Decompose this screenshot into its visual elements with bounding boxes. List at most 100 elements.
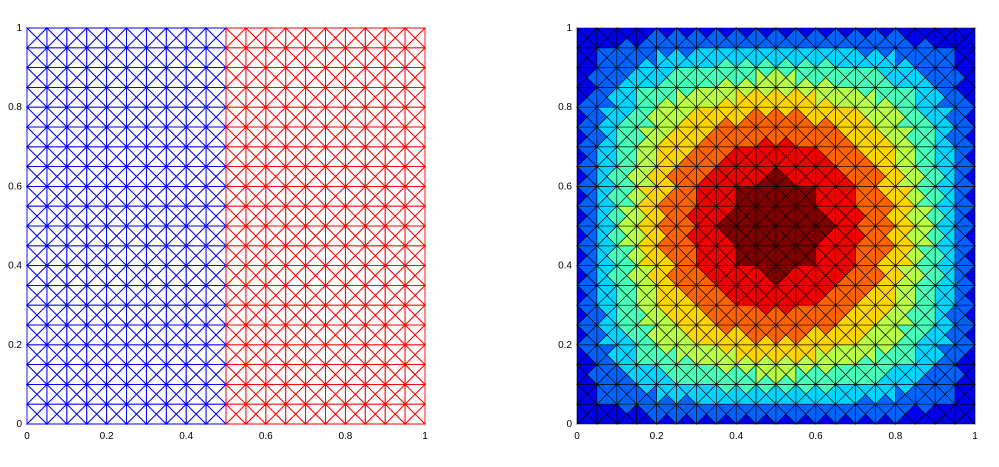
heatmap-triangle: [656, 225, 667, 247]
heatmap-triangle: [696, 66, 707, 89]
heatmap-triangle: [775, 383, 787, 405]
mesh-triangle: [384, 57, 407, 69]
heatmap-triangle: [596, 165, 608, 188]
mesh-triangle: [185, 344, 208, 356]
mesh-triangle: [205, 383, 217, 406]
heatmap-triangle: [596, 185, 608, 207]
mesh-triangle: [305, 46, 317, 69]
mesh-triangle: [364, 96, 387, 108]
mesh-triangle: [334, 224, 346, 247]
heatmap-triangle: [656, 66, 667, 89]
mesh-triangle: [145, 165, 157, 188]
mesh-triangle: [325, 383, 337, 406]
mesh-triangle: [185, 47, 208, 59]
heatmap-triangle: [855, 66, 866, 89]
heatmap-triangle: [835, 126, 847, 148]
mesh-triangle: [205, 96, 228, 108]
mesh-triangle: [76, 205, 88, 228]
heatmap-triangle: [835, 27, 847, 49]
mesh-triangle: [344, 323, 356, 346]
mesh-triangle: [275, 86, 287, 109]
mesh-triangle: [245, 403, 257, 426]
mesh-triangle: [374, 224, 386, 247]
mesh-triangle: [275, 66, 287, 89]
heatmap-triangle: [954, 165, 966, 188]
heatmap-triangle: [735, 383, 747, 405]
mesh-triangle: [185, 136, 208, 148]
mesh-triangle: [244, 136, 267, 148]
mesh-triangle: [26, 205, 38, 228]
mesh-triangle: [175, 165, 187, 188]
mesh-triangle: [215, 125, 227, 148]
mesh-triangle: [354, 383, 366, 406]
mesh-triangle: [205, 57, 228, 69]
x-tick-label: 1: [972, 431, 978, 442]
mesh-triangle: [265, 304, 277, 327]
heatmap-triangle: [895, 363, 906, 386]
heatmap-triangle: [636, 264, 648, 287]
mesh-triangle: [334, 46, 346, 69]
heatmap-triangle: [636, 403, 648, 425]
mesh-triangle: [295, 403, 307, 426]
heatmap-triangle: [696, 324, 707, 346]
mesh-triangle: [364, 116, 387, 128]
mesh-triangle: [205, 383, 228, 395]
heatmap-triangle: [954, 284, 966, 306]
mesh-triangle: [334, 244, 346, 267]
mesh-triangle: [25, 334, 48, 346]
mesh-triangle: [324, 116, 347, 128]
mesh-triangle: [404, 344, 427, 356]
heatmap-triangle: [755, 146, 767, 168]
mesh-triangle: [76, 185, 88, 208]
mesh-triangle: [304, 116, 327, 128]
mesh-triangle: [125, 245, 148, 257]
heatmap-triangle: [676, 383, 687, 405]
heatmap-triangle: [576, 126, 588, 148]
mesh-triangle: [344, 383, 367, 395]
mesh-triangle: [224, 166, 247, 178]
mesh-triangle: [255, 383, 267, 406]
x-tick-label: 1: [422, 431, 428, 442]
mesh-triangle: [165, 255, 188, 267]
mesh-triangle: [264, 106, 287, 118]
mesh-triangle: [304, 344, 327, 356]
mesh-triangle: [394, 26, 406, 49]
heatmap-triangle: [934, 86, 946, 108]
mesh-triangle: [165, 166, 188, 178]
mesh-triangle: [245, 383, 257, 406]
mesh-triangle: [86, 224, 98, 247]
heatmap-triangle: [875, 324, 886, 346]
mesh-triangle: [404, 324, 427, 336]
mesh-triangle: [384, 314, 407, 326]
mesh-triangle: [264, 27, 287, 39]
mesh-triangle: [185, 393, 208, 405]
mesh-triangle: [46, 26, 58, 49]
mesh-triangle: [334, 205, 346, 228]
mesh-triangle: [364, 136, 387, 148]
mesh-triangle: [394, 125, 406, 148]
mesh-triangle: [205, 66, 217, 89]
mesh-triangle: [45, 274, 68, 286]
mesh-triangle: [115, 66, 127, 89]
heatmap-triangle: [735, 363, 747, 386]
mesh-triangle: [66, 145, 78, 168]
heatmap-triangle: [735, 205, 747, 227]
mesh-triangle: [404, 363, 416, 386]
mesh-triangle: [36, 264, 48, 287]
mesh-triangle: [56, 125, 68, 148]
heatmap-triangle: [576, 324, 588, 346]
mesh-triangle: [145, 403, 157, 426]
mesh-triangle: [145, 334, 168, 346]
mesh-triangle: [404, 225, 427, 237]
mesh-triangle: [106, 125, 118, 148]
mesh-triangle: [384, 344, 407, 356]
heatmap-triangle: [755, 264, 767, 287]
heatmap-triangle: [696, 344, 707, 366]
mesh-triangle: [285, 165, 297, 188]
mesh-triangle: [125, 106, 148, 118]
heatmap-triangle: [775, 106, 787, 128]
mesh-triangle: [115, 264, 127, 287]
mesh-triangle: [165, 265, 188, 277]
heatmap-triangle: [616, 225, 628, 247]
heatmap-triangle: [914, 363, 926, 386]
